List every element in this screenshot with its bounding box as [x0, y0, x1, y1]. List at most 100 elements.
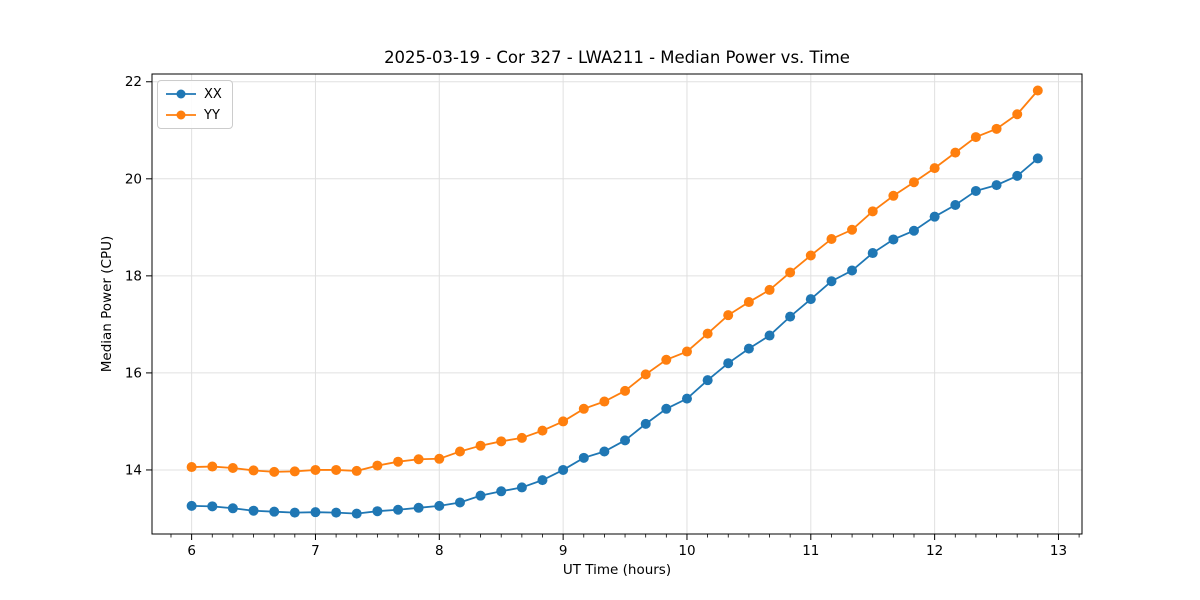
series-XX-point — [331, 507, 342, 518]
svg-text:11: 11 — [802, 543, 819, 559]
series-XX-point — [867, 248, 878, 259]
series-YY-point — [888, 190, 899, 201]
series-YY-point — [558, 416, 569, 427]
series-XX-line — [191, 157, 1039, 515]
svg-text:13: 13 — [1050, 543, 1067, 559]
series-XX-point — [1012, 170, 1023, 181]
series-YY-point — [413, 454, 424, 465]
x-axis-label: UT Time (hours) — [562, 562, 672, 578]
series-XX-point — [908, 225, 919, 236]
series-XX-point — [1032, 153, 1043, 164]
svg-text:7: 7 — [311, 543, 320, 559]
series-XX-point — [785, 311, 796, 322]
series-YY-point — [227, 463, 238, 474]
series-YY-point — [599, 396, 610, 407]
series-XX-point — [578, 452, 589, 463]
series-YY-point — [764, 284, 775, 295]
series-XX-point — [620, 435, 631, 446]
svg-text:16: 16 — [125, 365, 142, 381]
series-YY-point — [950, 147, 961, 158]
series-XX-point — [764, 330, 775, 341]
legend: XX YY — [157, 80, 233, 129]
legend-label-xx: XX — [204, 86, 222, 102]
series-YY-point — [640, 369, 651, 380]
series-YY-point — [929, 163, 940, 174]
series-YY-point — [970, 132, 981, 143]
svg-text:6: 6 — [187, 543, 196, 559]
series-XX-point — [991, 180, 1002, 191]
yy-line-marker-icon — [166, 110, 196, 120]
y-axis-ticks: 14 16 18 20 22 — [125, 74, 152, 478]
series-YY-point — [991, 123, 1002, 134]
series-YY-point — [537, 425, 548, 436]
series-YY-point — [785, 267, 796, 278]
legend-item-xx: XX — [166, 85, 222, 103]
series-YY-point — [743, 297, 754, 308]
series-YY-point — [496, 436, 507, 447]
series-YY-point — [847, 224, 858, 235]
series-YY-point — [826, 233, 837, 244]
xx-line-marker-icon — [166, 89, 196, 99]
series-YY-point — [661, 354, 672, 365]
series-YY — [186, 85, 1043, 477]
series-YY-point — [1032, 85, 1043, 96]
series-XX-point — [950, 200, 961, 211]
legend-item-yy: YY — [166, 106, 222, 124]
series-XX-point — [393, 504, 404, 515]
series-XX-point — [826, 276, 837, 287]
series-YY-point — [393, 456, 404, 467]
series-XX-point — [743, 343, 754, 354]
svg-text:10: 10 — [678, 543, 695, 559]
series-YY-point — [248, 465, 259, 476]
series-XX-point — [970, 185, 981, 196]
series-XX-point — [537, 475, 548, 486]
series-YY-point — [867, 206, 878, 217]
series-XX-point — [310, 507, 321, 518]
series-YY-point — [331, 464, 342, 475]
series-XX-point — [847, 265, 858, 276]
series-YY-point — [207, 461, 218, 472]
series-XX-point — [372, 506, 383, 517]
svg-text:8: 8 — [435, 543, 444, 559]
series-YY-point — [372, 460, 383, 471]
series-YY-point — [805, 250, 816, 261]
series-XX-point — [640, 418, 651, 429]
plot-spines — [151, 73, 1083, 535]
series-XX-point — [702, 375, 713, 386]
series-XX-point — [227, 503, 238, 514]
series-XX-point — [269, 506, 280, 517]
series-XX-point — [289, 507, 300, 518]
series-YY-point — [702, 328, 713, 339]
series-YY-point — [434, 453, 445, 464]
series-XX-point — [454, 497, 465, 508]
series-YY-line — [191, 89, 1039, 473]
series-YY-point — [723, 310, 734, 321]
series-XX — [186, 153, 1043, 519]
svg-text:18: 18 — [125, 268, 142, 284]
series-XX-point — [516, 482, 527, 493]
series-XX-point — [351, 508, 362, 519]
y-axis-label: Median Power (CPU) — [99, 235, 115, 373]
series-XX-point — [929, 211, 940, 222]
series-XX-point — [186, 500, 197, 511]
series-XX-point — [475, 490, 486, 501]
series-YY-point — [186, 462, 197, 473]
svg-text:14: 14 — [125, 462, 142, 478]
series-XX-point — [413, 502, 424, 513]
svg-text:12: 12 — [926, 543, 943, 559]
series-YY-point — [681, 346, 692, 357]
series-XX-point — [207, 501, 218, 512]
series-YY-point — [908, 177, 919, 188]
x-axis-minor-ticks — [170, 534, 1080, 538]
svg-text:20: 20 — [125, 171, 142, 187]
series-XX-point — [558, 464, 569, 475]
series-YY-point — [289, 466, 300, 477]
series-YY-point — [310, 464, 321, 475]
series-XX-point — [723, 358, 734, 369]
series-YY-point — [578, 403, 589, 414]
x-axis-ticks: 6 7 8 9 10 11 12 13 — [187, 534, 1067, 559]
series-XX-point — [681, 393, 692, 404]
svg-text:22: 22 — [125, 74, 142, 90]
series-XX-point — [496, 486, 507, 497]
